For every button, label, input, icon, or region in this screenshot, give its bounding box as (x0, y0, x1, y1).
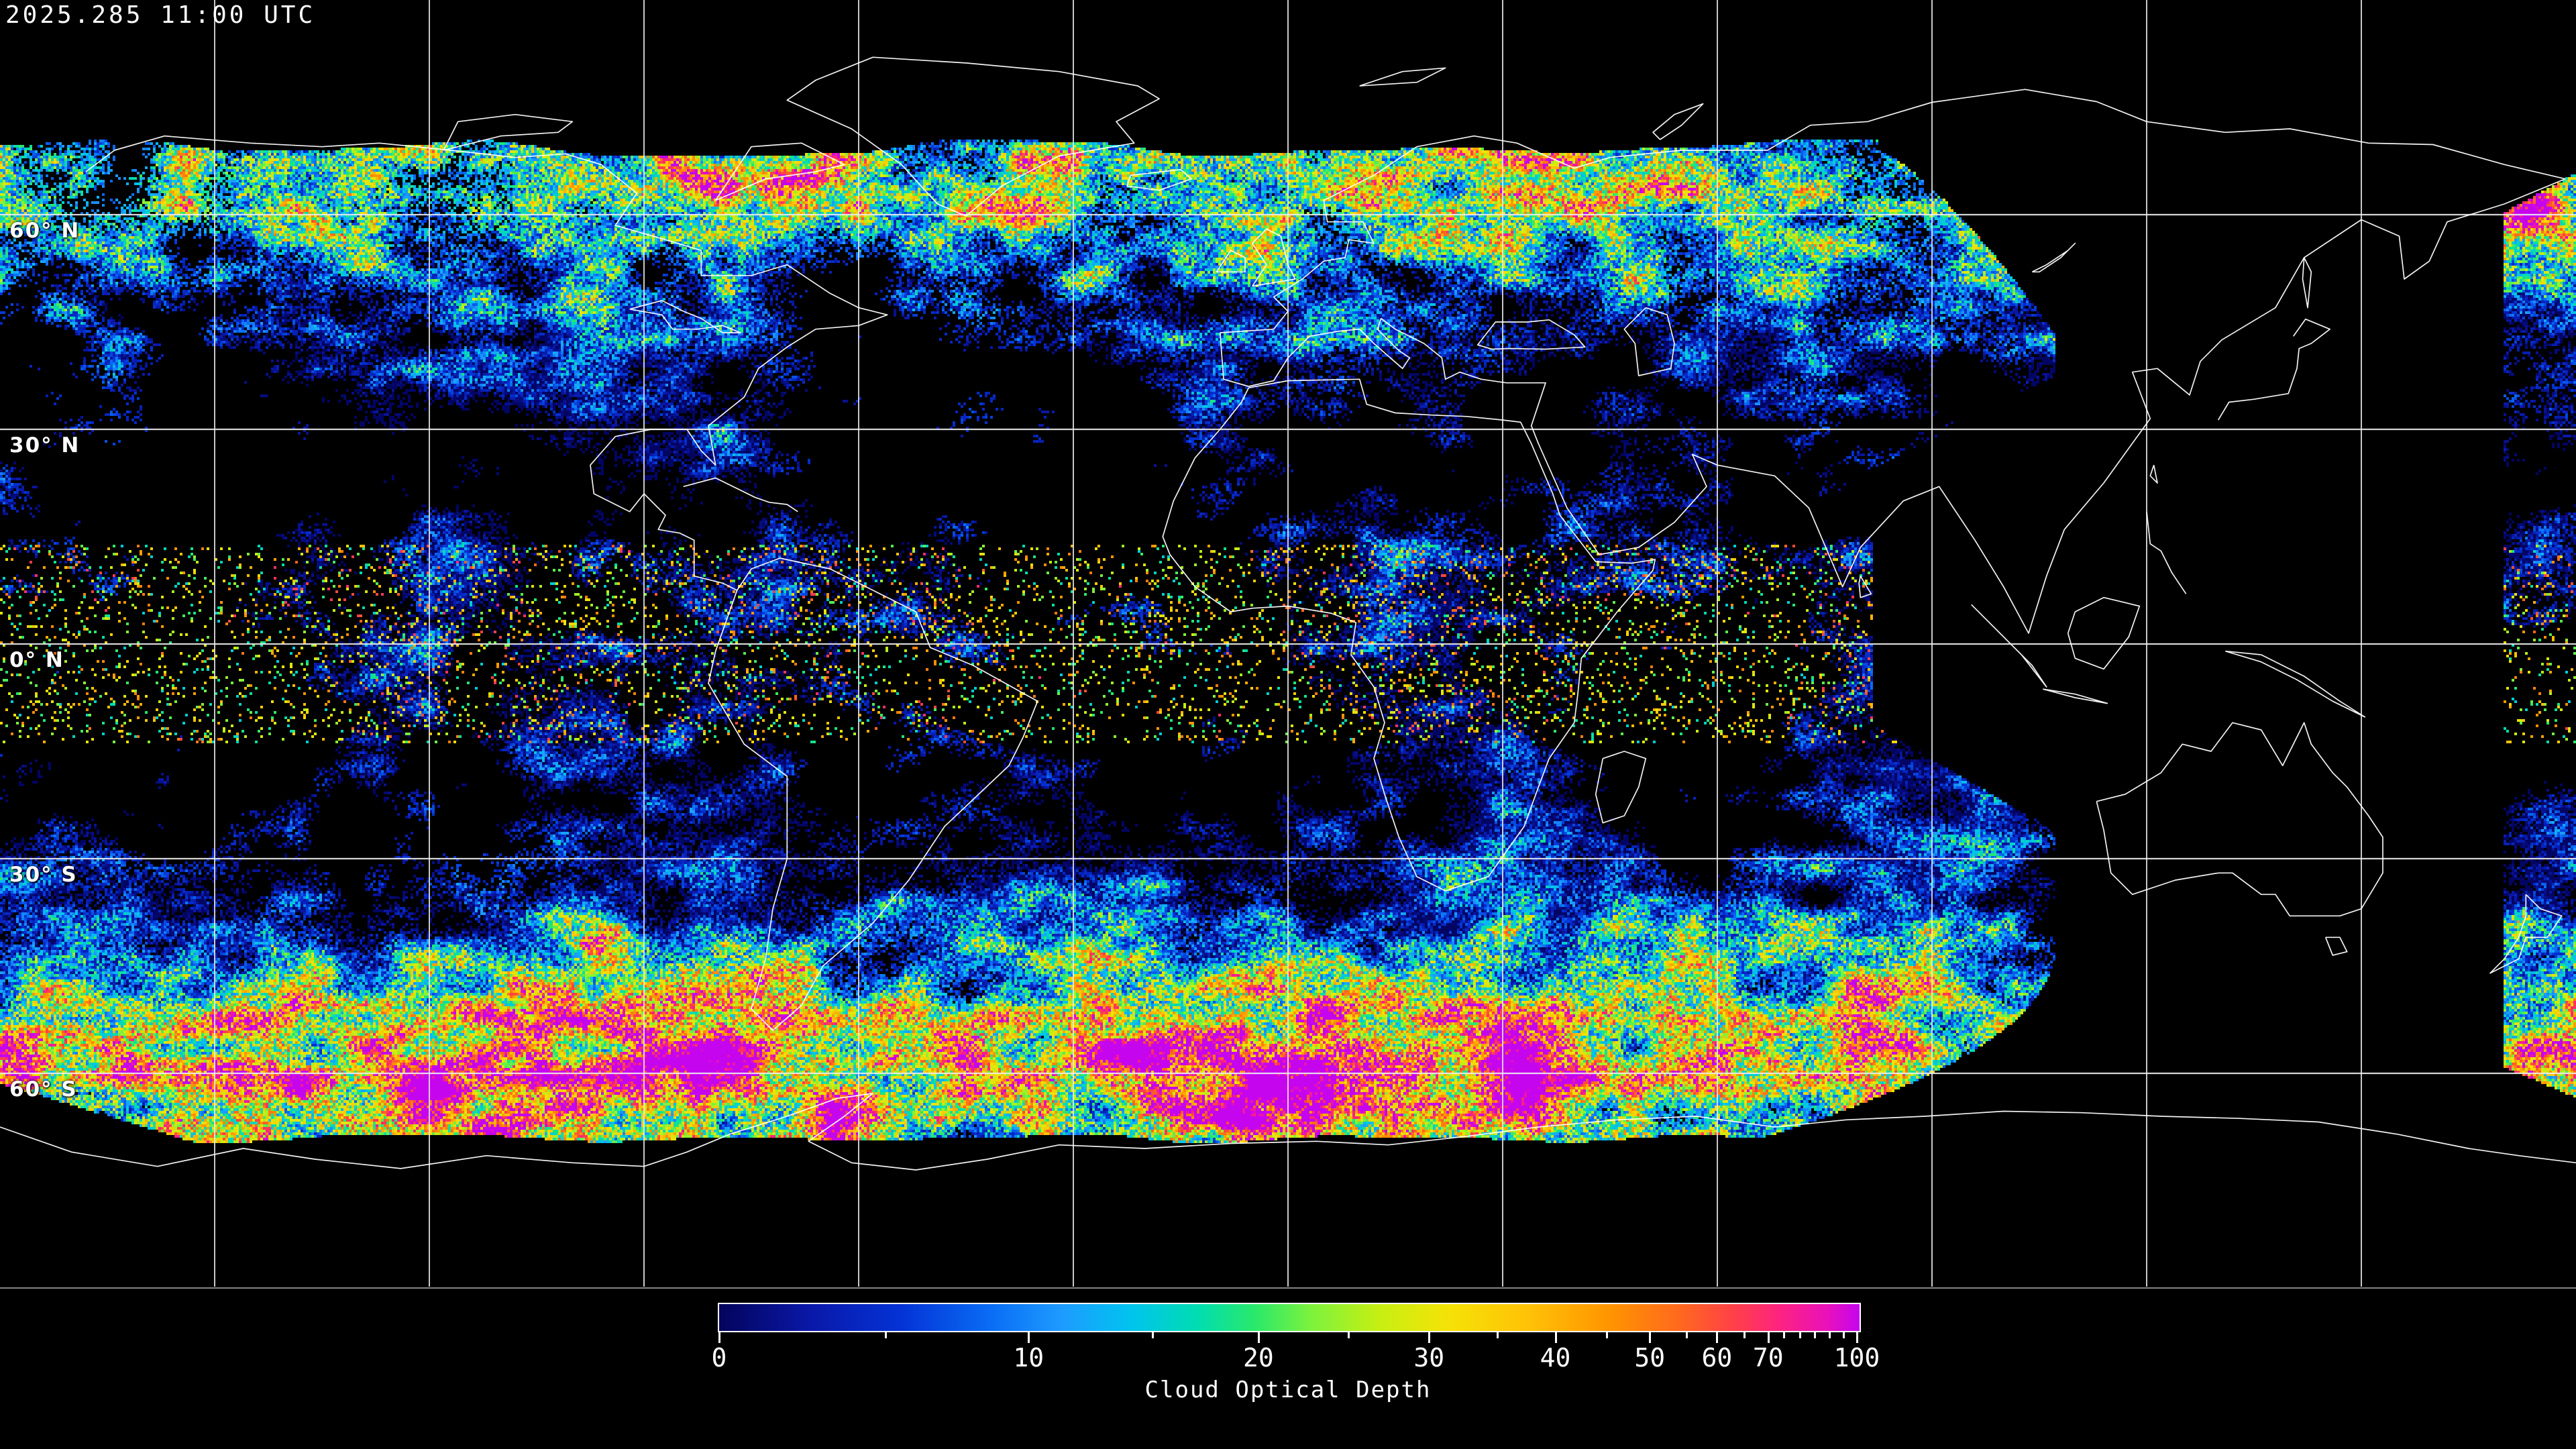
colorbar-tick-label: 0 (711, 1343, 727, 1373)
colorbar-minor-tick (1814, 1332, 1817, 1338)
colorbar-minor-tick (1743, 1332, 1746, 1338)
colorbar-tick-label: 10 (1013, 1343, 1044, 1373)
cloud-map: 60° N 30° N 0° N 30° S 60° S 2025.285 11:00 … (0, 0, 2576, 1288)
colorbar-minor-tick (884, 1332, 887, 1338)
colorbar-major-tick (1257, 1332, 1260, 1343)
colorbar (718, 1303, 1861, 1332)
colorbar-tick-label: 40 (1540, 1343, 1571, 1373)
colorbar-minor-tick (1605, 1332, 1608, 1338)
colorbar-minor-tick (1347, 1332, 1350, 1338)
latitude-label: 30° S (9, 863, 78, 887)
latitude-label: 60° N (9, 219, 80, 243)
colorbar-ticks: 0 10 20 30 40 50 60 70 100 (712, 1332, 1880, 1372)
colorbar-major-tick (1428, 1332, 1431, 1343)
colorbar-minor-tick (1783, 1332, 1786, 1338)
colorbar-tick-label: 60 (1701, 1343, 1733, 1373)
colorbar-minor-tick (1685, 1332, 1688, 1338)
colorbar-minor-tick (1799, 1332, 1802, 1338)
colorbar-major-tick (1554, 1332, 1557, 1343)
colorbar-tick-label: 20 (1243, 1343, 1274, 1373)
colorbar-minor-tick (1152, 1332, 1155, 1338)
colorbar-tick-label: 100 (1833, 1343, 1880, 1373)
colorbar-minor-tick (1497, 1332, 1499, 1338)
colorbar-major-tick (718, 1332, 720, 1343)
colorbar-tick-label: 30 (1413, 1343, 1445, 1373)
colorbar-minor-tick (1842, 1332, 1845, 1338)
latitude-label: 0° N (9, 648, 64, 672)
colorbar-gradient (719, 1304, 1860, 1331)
colorbar-title: Cloud Optical Depth (1144, 1377, 1432, 1403)
colorbar-major-tick (1856, 1332, 1858, 1343)
colorbar-major-tick (1028, 1332, 1030, 1343)
colorbar-major-tick (1716, 1332, 1719, 1343)
colorbar-tick-label: 50 (1634, 1343, 1666, 1373)
map-bottom-border (0, 1287, 2576, 1289)
timestamp: 2025.285 11:00 UTC (5, 1, 316, 29)
latitude-label: 60° S (9, 1077, 78, 1102)
cloud-data-canvas (0, 0, 2576, 1288)
colorbar-tick-label: 70 (1752, 1343, 1784, 1373)
latitude-label: 30° N (9, 433, 80, 458)
colorbar-minor-tick (1829, 1332, 1831, 1338)
colorbar-major-tick (1767, 1332, 1770, 1343)
colorbar-major-tick (1649, 1332, 1652, 1343)
